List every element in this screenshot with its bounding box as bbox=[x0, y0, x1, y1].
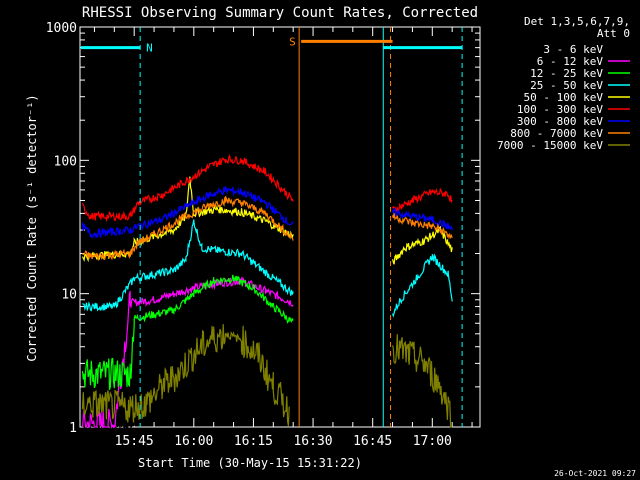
chart-title: RHESSI Observing Summary Count Rates, Co… bbox=[82, 5, 478, 21]
annotation-label: N bbox=[146, 42, 153, 55]
series-line bbox=[82, 195, 453, 262]
series-line bbox=[81, 185, 453, 239]
series-line bbox=[81, 154, 453, 223]
y-tick-label: 1000 bbox=[46, 21, 77, 36]
legend-label: 100 - 300 keV bbox=[517, 103, 603, 116]
x-tick-label: 17:00 bbox=[413, 434, 452, 449]
plot-layer: 1 10 100 1000 15:45 16:00 16:15 16:30 16:45 17:00… bbox=[46, 21, 481, 449]
y-tick-label: 10 bbox=[61, 288, 77, 303]
x-axis-label: Start Time (30-May-15 15:31:22) bbox=[138, 456, 362, 470]
footer-date: 26-Oct-2021 09:27 bbox=[554, 469, 636, 478]
series-line bbox=[81, 274, 294, 390]
x-tick-label: 16:00 bbox=[174, 434, 213, 449]
legend-header-line2: Att 0 bbox=[597, 27, 630, 40]
x-tick-label: 15:45 bbox=[115, 434, 154, 449]
legend-label: 3 - 6 keV bbox=[543, 43, 603, 56]
plot-frame bbox=[79, 26, 481, 428]
y-tick-label: 1 bbox=[69, 421, 77, 436]
annotation-label: S bbox=[289, 35, 296, 48]
legend-label: 25 - 50 keV bbox=[530, 79, 603, 92]
series-line bbox=[82, 219, 453, 318]
x-tick-label: 16:45 bbox=[353, 434, 392, 449]
legend-header-line1: Det 1,3,5,6,7,9, bbox=[524, 15, 630, 28]
legend-label: 50 - 100 keV bbox=[524, 91, 604, 104]
series-line bbox=[81, 276, 294, 429]
x-tick-label: 16:15 bbox=[234, 434, 273, 449]
legend-label: 800 - 7000 keV bbox=[510, 127, 603, 140]
y-axis-label: Corrected Count Rate (s⁻¹ detector⁻¹) bbox=[25, 94, 39, 361]
y-tick-label: 100 bbox=[54, 154, 77, 169]
legend-label: 12 - 25 keV bbox=[530, 67, 603, 80]
legend-label: 7000 - 15000 keV bbox=[497, 139, 603, 152]
series-line bbox=[81, 324, 453, 428]
legend-label: 6 - 12 keV bbox=[537, 55, 604, 68]
series-line bbox=[81, 176, 453, 265]
x-tick-label: 16:30 bbox=[293, 434, 332, 449]
legend-label: 300 - 800 keV bbox=[517, 115, 603, 128]
